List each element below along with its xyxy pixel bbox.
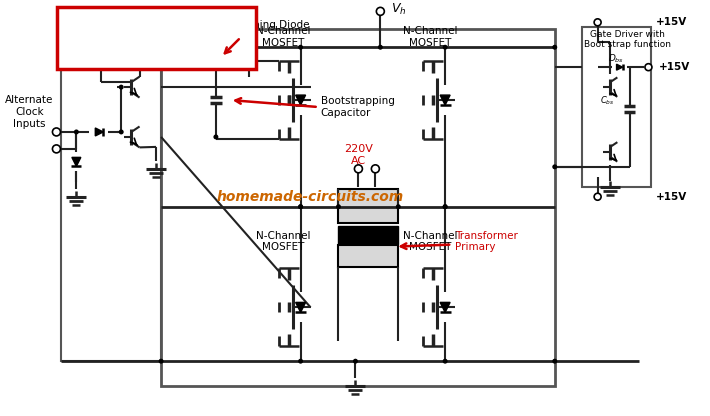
Text: +15V: +15V	[659, 62, 690, 72]
Circle shape	[442, 45, 447, 50]
Circle shape	[353, 359, 358, 364]
Text: +15V: +15V	[160, 29, 192, 39]
Circle shape	[99, 45, 104, 50]
Circle shape	[53, 128, 60, 136]
Text: Bootstrapping Diode: Bootstrapping Diode	[202, 20, 310, 30]
Circle shape	[173, 44, 180, 51]
Circle shape	[552, 359, 557, 364]
Circle shape	[214, 61, 219, 66]
Circle shape	[645, 64, 652, 71]
Circle shape	[552, 164, 557, 169]
Polygon shape	[440, 302, 450, 312]
Bar	[161, 29, 555, 386]
Polygon shape	[616, 64, 623, 70]
Text: Gate driver with: Gate driver with	[74, 22, 239, 40]
Text: N-Channel
MOSFET: N-Channel MOSFET	[403, 231, 457, 253]
FancyBboxPatch shape	[58, 7, 256, 69]
Text: Transformer
Primary: Transformer Primary	[455, 231, 518, 253]
Circle shape	[552, 45, 557, 50]
Text: homemade-circuits.com: homemade-circuits.com	[217, 190, 404, 204]
Circle shape	[336, 204, 341, 209]
Polygon shape	[95, 128, 103, 136]
Circle shape	[354, 165, 362, 173]
Text: Boot strap function: Boot strap function	[584, 40, 671, 49]
Polygon shape	[295, 95, 305, 105]
Bar	[339, 245, 398, 267]
Circle shape	[74, 129, 79, 134]
Circle shape	[442, 204, 447, 209]
Text: +15V: +15V	[656, 17, 687, 27]
Circle shape	[298, 359, 303, 364]
Polygon shape	[72, 157, 81, 166]
Circle shape	[594, 19, 601, 26]
Text: $D_{bs}$: $D_{bs}$	[608, 53, 625, 65]
Bar	[339, 189, 398, 223]
Circle shape	[158, 27, 163, 32]
Polygon shape	[217, 59, 224, 67]
Text: Alternate
Clock
Inputs: Alternate Clock Inputs	[6, 95, 54, 129]
Text: N-Channel
MOSFET: N-Channel MOSFET	[403, 27, 457, 48]
Circle shape	[98, 59, 105, 66]
Circle shape	[246, 61, 251, 66]
Bar	[581, 27, 652, 187]
Circle shape	[214, 134, 219, 139]
Circle shape	[378, 45, 383, 50]
Circle shape	[594, 193, 601, 200]
Circle shape	[376, 7, 384, 15]
Circle shape	[298, 204, 303, 209]
Circle shape	[53, 145, 60, 153]
Bar	[339, 225, 398, 244]
Polygon shape	[440, 95, 450, 105]
Circle shape	[119, 84, 124, 89]
Polygon shape	[295, 302, 305, 312]
Circle shape	[298, 45, 303, 50]
Text: Gate Driver with: Gate Driver with	[590, 30, 665, 39]
Circle shape	[442, 359, 447, 364]
Text: Bootstrapping
Capacitor: Bootstrapping Capacitor	[320, 96, 395, 118]
Text: +15V: +15V	[86, 45, 117, 55]
Circle shape	[442, 204, 447, 209]
Circle shape	[158, 359, 163, 364]
Text: 220V
AC: 220V AC	[344, 144, 373, 166]
Text: $C_{bs}$: $C_{bs}$	[601, 95, 615, 107]
Text: +15V: +15V	[656, 192, 687, 202]
Circle shape	[119, 129, 124, 134]
Text: N-Channel
MOSFET: N-Channel MOSFET	[256, 231, 311, 253]
Text: bootstrapping: bootstrapping	[84, 43, 228, 61]
Circle shape	[371, 165, 379, 173]
Bar	[61, 29, 161, 361]
Text: N-Channel
MOSFET: N-Channel MOSFET	[256, 27, 311, 48]
Text: $V_h$: $V_h$	[391, 2, 406, 17]
Circle shape	[158, 45, 163, 50]
Circle shape	[298, 204, 303, 209]
Circle shape	[395, 204, 400, 209]
